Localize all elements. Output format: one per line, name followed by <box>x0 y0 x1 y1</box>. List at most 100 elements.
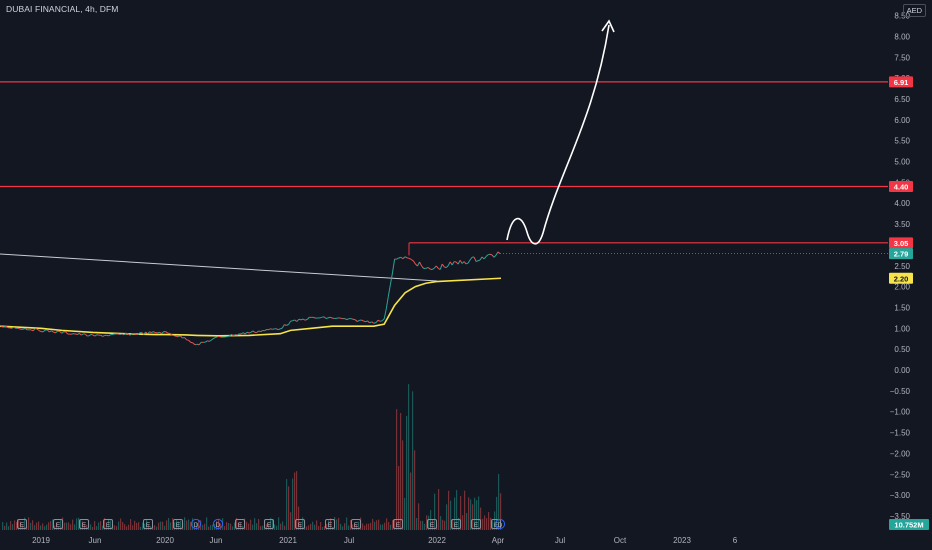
event-marker[interactable]: E <box>103 519 113 530</box>
price-axis[interactable]: 8.508.007.507.006.506.005.505.004.504.00… <box>890 12 911 521</box>
price-candle <box>284 324 287 326</box>
volume-bar <box>282 521 284 530</box>
event-marker[interactable]: E <box>17 519 27 530</box>
price-candle <box>346 318 350 321</box>
volume-bar <box>144 523 146 530</box>
event-marker[interactable]: D <box>190 518 202 530</box>
price-candle <box>211 338 214 341</box>
price-candle <box>281 324 285 329</box>
event-marker[interactable]: E <box>143 519 153 530</box>
volume-bar <box>478 496 480 530</box>
time-tick-label: 6 <box>733 536 738 545</box>
price-tick-label: 2.50 <box>894 262 910 271</box>
event-marker[interactable]: E <box>471 519 481 530</box>
event-marker[interactable]: D <box>212 518 224 530</box>
volume-bar <box>368 523 370 530</box>
price-candle <box>270 328 273 330</box>
price-candle <box>410 259 414 262</box>
price-candle <box>329 316 333 319</box>
price-candle <box>59 331 63 334</box>
volume-bar <box>82 521 84 530</box>
volume-bar <box>366 523 368 530</box>
price-candle <box>449 261 453 266</box>
price-candle <box>354 319 358 322</box>
earnings-marker-box <box>451 519 461 529</box>
price-candle <box>250 330 254 333</box>
volume-bar <box>72 519 74 530</box>
time-axis[interactable]: 2019 Jun 2020 Jun 2021 Jul 2022 Apr Jul Oct 2023 6 <box>32 536 738 545</box>
price-candle <box>288 320 292 325</box>
price-candle <box>71 333 74 335</box>
event-marker[interactable]: E <box>79 519 89 530</box>
volume-bar <box>482 518 484 530</box>
price-candle <box>19 328 22 330</box>
volume-bar <box>302 517 304 530</box>
volume-bar <box>124 524 126 530</box>
event-marker-letter: D <box>498 522 503 529</box>
earnings-marker-box <box>351 519 361 529</box>
event-marker[interactable]: E <box>491 519 501 530</box>
volume-badge <box>889 519 929 530</box>
event-marker[interactable]: E <box>393 519 403 530</box>
time-tick-label: Apr <box>492 536 505 545</box>
volume-bar <box>476 499 478 530</box>
drawings <box>0 19 888 282</box>
price-candle <box>373 322 377 324</box>
price-candle <box>192 342 196 346</box>
volume-bar <box>76 518 78 530</box>
event-marker[interactable]: E <box>427 519 437 530</box>
volume-bar <box>196 522 198 530</box>
price-candle <box>242 332 246 335</box>
volume-bar <box>312 521 314 530</box>
volume-bar <box>480 507 482 530</box>
event-marker[interactable]: E <box>53 519 63 530</box>
price-candle <box>483 256 487 260</box>
symbol-title[interactable]: DUBAI FINANCIAL, 4h, DFM <box>6 4 119 14</box>
event-marker-letter: E <box>454 522 459 529</box>
price-candle <box>260 330 263 333</box>
event-marker[interactable]: E <box>173 519 183 530</box>
volume-bar <box>490 517 492 530</box>
price-candle <box>319 316 322 319</box>
price-candle <box>429 268 433 271</box>
price-candle <box>402 256 406 260</box>
currency-badge[interactable]: AED <box>902 4 926 17</box>
volume-bar <box>474 497 476 530</box>
event-marker[interactable]: E <box>451 519 461 530</box>
price-candle <box>108 334 111 337</box>
volume-bar <box>500 493 502 530</box>
price-candle <box>79 332 82 336</box>
price-candle <box>467 259 471 264</box>
event-marker[interactable]: E <box>325 519 335 530</box>
volume-bar <box>440 516 442 530</box>
volume-bar <box>278 517 280 530</box>
volume-bar <box>140 526 142 530</box>
price-candle <box>443 266 447 269</box>
price-candle <box>477 259 481 262</box>
price-candle <box>302 318 306 321</box>
volume-bar <box>114 525 116 530</box>
event-marker[interactable]: E <box>235 519 245 530</box>
price-tick-label: 0.00 <box>894 366 910 375</box>
price-candle <box>304 318 308 321</box>
event-marker[interactable]: E <box>295 519 305 530</box>
earnings-marker-box <box>325 519 335 529</box>
volume-bar <box>410 472 412 530</box>
volume-bar <box>496 496 498 530</box>
event-marker[interactable]: E <box>264 519 274 530</box>
volume-bar <box>422 520 424 530</box>
price-candle <box>371 321 375 324</box>
price-candle <box>182 337 185 339</box>
volume-bar <box>336 519 338 530</box>
price-candle <box>356 319 360 322</box>
event-marker[interactable]: D <box>494 518 506 530</box>
volume-bar <box>56 522 58 530</box>
price-candle <box>256 330 260 333</box>
volume-bar <box>484 515 486 530</box>
price-candle <box>178 335 181 338</box>
earnings-marker-box <box>235 519 245 529</box>
event-marker[interactable]: E <box>351 519 361 530</box>
volume-bar <box>36 522 38 530</box>
